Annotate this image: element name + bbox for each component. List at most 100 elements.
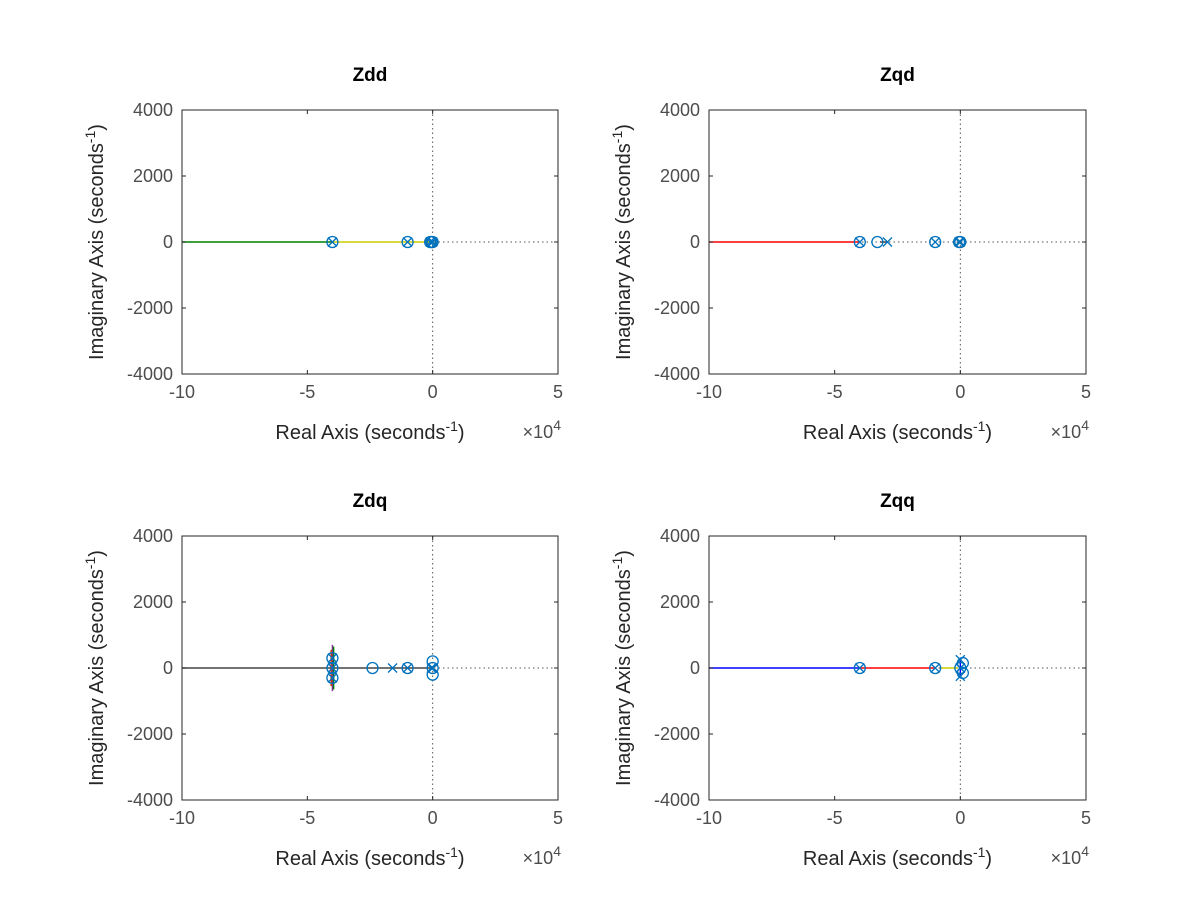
x-tick-label: 0	[955, 382, 965, 402]
x-multiplier: ×104	[1051, 417, 1090, 442]
pole-stroke	[954, 237, 965, 247]
pole-marker	[955, 663, 966, 673]
pole-stroke	[327, 653, 338, 664]
x-axis-label-text: Real Axis (seconds	[803, 848, 973, 870]
pole-stroke	[402, 663, 413, 673]
x-tick-label: -5	[827, 808, 843, 828]
zero-marker	[401, 661, 414, 675]
pole-marker	[387, 663, 398, 673]
x-axis-label-sup: -1	[973, 844, 986, 860]
y-axis-label-sup: -1	[82, 557, 98, 570]
y-axis-label-close: )	[86, 124, 108, 131]
x-tick-label: 0	[428, 382, 438, 402]
x-tick-label: -10	[169, 808, 195, 828]
pole-stroke	[425, 237, 436, 247]
pole-marker	[427, 237, 438, 247]
y-axis-label-text: Imaginary Axis (seconds	[613, 569, 635, 786]
y-axis-label-text: Imaginary Axis (seconds	[86, 569, 108, 786]
x-multiplier-base: ×10	[1051, 422, 1082, 442]
pole-marker	[882, 237, 893, 247]
pole-stroke	[402, 237, 413, 247]
x-axis-label-sup: -1	[973, 418, 986, 434]
pole-stroke	[854, 237, 865, 247]
pole-marker	[402, 663, 413, 673]
x-axis-label-close: )	[458, 848, 465, 870]
x-multiplier-exp: 4	[1081, 843, 1089, 859]
y-axis-label-sup: -1	[609, 131, 625, 144]
y-tick-label: 2000	[133, 592, 173, 612]
zero-marker	[326, 671, 339, 685]
x-axis-label-close: )	[985, 848, 992, 870]
pole-stroke	[426, 663, 437, 673]
pole-marker	[327, 237, 338, 247]
pole-marker	[930, 237, 941, 247]
zero-marker	[426, 661, 439, 675]
y-axis-label-sup: -1	[609, 557, 625, 570]
x-tick-label: 5	[553, 808, 563, 828]
x-tick-label: 0	[955, 808, 965, 828]
zero-marker	[954, 235, 967, 249]
pole-stroke	[955, 237, 966, 247]
plot-zqq: -10 -5 0 5 4000 2000 0 -2000 -4000 Zqq Real Axis (…	[609, 491, 1091, 870]
y-tick-label: 2000	[133, 166, 173, 186]
y-tick-label: -2000	[127, 298, 173, 318]
y-tick-label: 4000	[133, 100, 173, 120]
y-axis-label-close: )	[613, 124, 635, 131]
zero-marker	[326, 235, 339, 249]
y-tick-label: -4000	[654, 364, 700, 384]
y-tick-label: -2000	[127, 724, 173, 744]
x-axis-label-close: )	[458, 422, 465, 444]
chart-title: Zdq	[353, 491, 388, 512]
y-tick-label: 2000	[660, 166, 700, 186]
pole-marker	[854, 237, 865, 247]
y-axis-label: Imaginary Axis (seconds-1)	[82, 550, 108, 786]
x-axis-label-close: )	[985, 422, 992, 444]
x-tick-label: 5	[1081, 808, 1091, 828]
plot-zdd: -10 -5 0 5 4000 2000 0 -2000 -4000 Zdd Real Axis (…	[82, 65, 563, 444]
x-tick-label: -10	[696, 808, 722, 828]
x-multiplier: ×104	[1051, 843, 1090, 868]
zero-marker	[401, 235, 414, 249]
pole-stroke	[854, 663, 865, 673]
pole-marker	[955, 237, 966, 247]
y-tick-label: -2000	[654, 724, 700, 744]
x-multiplier-base: ×10	[523, 422, 554, 442]
x-axis-label-text: Real Axis (seconds	[803, 422, 973, 444]
y-tick-label: -4000	[127, 790, 173, 810]
y-tick-label: 0	[690, 658, 700, 678]
pole-stroke	[327, 663, 338, 673]
pole-stroke	[387, 663, 398, 673]
pole-stroke	[930, 237, 941, 247]
plot-zqd: -10 -5 0 5 4000 2000 0 -2000 -4000 Zqd Real Axis (…	[609, 65, 1091, 444]
pole-stroke	[327, 237, 338, 247]
y-axis-label-text: Imaginary Axis (seconds	[86, 143, 108, 360]
y-axis-label-close: )	[86, 550, 108, 557]
y-tick-label: -4000	[127, 364, 173, 384]
x-multiplier-base: ×10	[523, 848, 554, 868]
y-tick-label: 2000	[660, 592, 700, 612]
x-axis-label: Real Axis (seconds-1)	[803, 418, 992, 444]
y-tick-label: -4000	[654, 790, 700, 810]
x-axis-label-text: Real Axis (seconds	[275, 848, 445, 870]
x-tick-label: 5	[1081, 382, 1091, 402]
pole-stroke	[427, 663, 438, 673]
pole-marker	[327, 672, 338, 683]
y-tick-label: 4000	[133, 526, 173, 546]
zero-marker	[326, 651, 339, 665]
pole-marker	[955, 654, 966, 665]
x-axis-label-sup: -1	[445, 418, 458, 434]
x-multiplier-exp: 4	[1081, 417, 1089, 433]
chart-title: Zqq	[880, 491, 915, 512]
pole-marker	[327, 653, 338, 664]
x-axis-label: Real Axis (seconds-1)	[803, 844, 992, 870]
x-tick-label: -5	[299, 382, 315, 402]
y-tick-label: 0	[163, 232, 173, 252]
chart-title: Zdd	[353, 65, 388, 86]
y-axis-label-sup: -1	[82, 131, 98, 144]
x-axis-label-sup: -1	[445, 844, 458, 860]
y-tick-label: 4000	[660, 526, 700, 546]
pole-marker	[425, 237, 436, 247]
x-tick-label: 0	[428, 808, 438, 828]
pole-stroke	[955, 663, 966, 673]
